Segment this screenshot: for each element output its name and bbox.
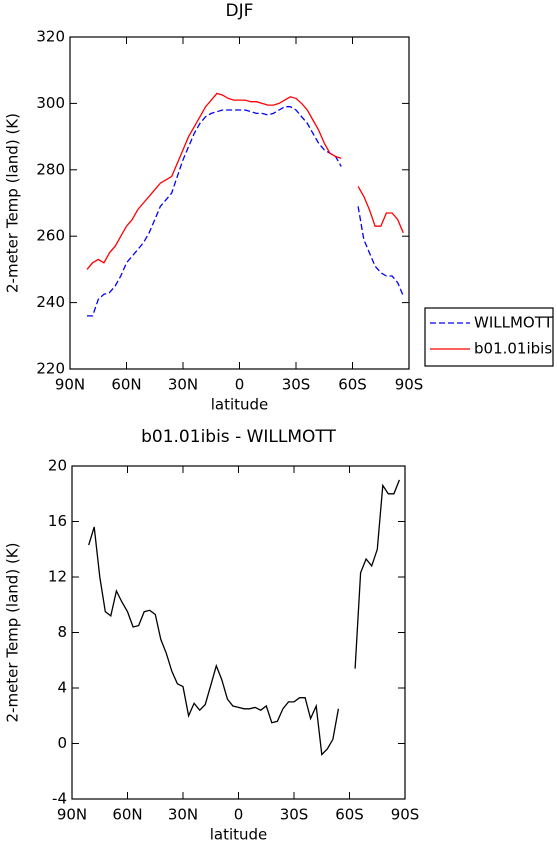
chart-title: DJF xyxy=(226,1,254,21)
legend-label: b01.01ibis xyxy=(474,340,552,358)
x-tick-label: 0 xyxy=(234,806,244,824)
x-tick-label: 90S xyxy=(395,376,424,394)
x-axis-label: latitude xyxy=(210,826,268,844)
y-tick-label: 320 xyxy=(36,28,65,46)
y-tick-label: 0 xyxy=(57,734,67,752)
x-tick-label: 60N xyxy=(111,376,141,394)
y-tick-label: 20 xyxy=(48,457,67,475)
legend-box xyxy=(424,307,554,367)
plot-frame xyxy=(69,36,410,370)
x-tick-label: 30N xyxy=(168,806,198,824)
x-tick-label: 90N xyxy=(55,376,85,394)
legend-label: WILLMOTT xyxy=(474,314,554,332)
x-tick-label: 90S xyxy=(391,806,420,824)
y-tick-label: 4 xyxy=(57,679,67,697)
x-tick-label: 30S xyxy=(280,806,309,824)
x-tick-label: 30S xyxy=(282,376,311,394)
y-tick-label: 220 xyxy=(36,360,65,378)
y-axis-label: 2-meter Temp (land) (K) xyxy=(4,113,22,293)
y-tick-label: 260 xyxy=(36,227,65,245)
y-tick-label: 8 xyxy=(57,623,67,641)
data-line xyxy=(87,106,404,317)
x-tick-label: 60S xyxy=(338,376,367,394)
y-tick-label: 280 xyxy=(36,160,65,178)
y-axis-label: 2-meter Temp (land) (K) xyxy=(4,543,22,723)
x-tick-label: 90N xyxy=(57,806,87,824)
data-line xyxy=(86,92,404,270)
x-tick-label: 60S xyxy=(335,806,364,824)
x-tick-label: 60N xyxy=(112,806,142,824)
y-tick-label: 300 xyxy=(36,94,65,112)
y-tick-label: 240 xyxy=(36,293,65,311)
x-tick-label: 0 xyxy=(235,376,245,394)
chart-title: b01.01ibis - WILLMOTT xyxy=(141,427,336,447)
y-tick-label: 12 xyxy=(48,568,67,586)
x-tick-label: 30N xyxy=(168,376,198,394)
x-axis-label: latitude xyxy=(211,396,269,414)
data-line xyxy=(88,479,401,757)
plot-frame xyxy=(71,465,406,800)
y-tick-label: 16 xyxy=(48,512,67,530)
y-tick-label: -4 xyxy=(52,790,67,808)
